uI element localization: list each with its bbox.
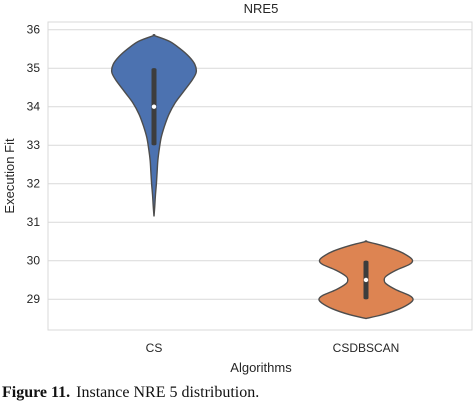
y-tick-label: 36	[27, 23, 41, 37]
y-tick-label: 29	[27, 292, 41, 306]
y-tick-label: 30	[27, 254, 41, 268]
y-axis-label: Execution Fit	[2, 138, 17, 214]
plot-frame	[47, 21, 473, 331]
figure-caption-text: Instance NRE 5 distribution.	[76, 384, 260, 401]
y-tick-label: 33	[27, 138, 41, 152]
y-tick-label: 35	[27, 61, 41, 75]
y-tick-label: 32	[27, 177, 41, 191]
y-tick-label: 34	[27, 100, 41, 114]
x-tick-labels: CS CSDBSCAN	[146, 341, 400, 355]
figure-caption: Figure 11. Instance NRE 5 distribution.	[2, 384, 259, 402]
x-tick-label: CS	[146, 341, 163, 355]
y-tick-labels: 29 30 31 32 33 34 35 36	[27, 23, 41, 307]
violin-median-point	[363, 277, 369, 283]
violin-median-point	[151, 104, 157, 109]
chart-title: NRE5	[244, 1, 279, 16]
violins	[110, 34, 414, 320]
x-axis-label: Algorithms	[230, 360, 292, 375]
y-tick-label: 31	[27, 215, 41, 229]
x-tick-label: CSDBSCAN	[333, 341, 400, 355]
figure-caption-label: Figure 11.	[2, 384, 71, 401]
